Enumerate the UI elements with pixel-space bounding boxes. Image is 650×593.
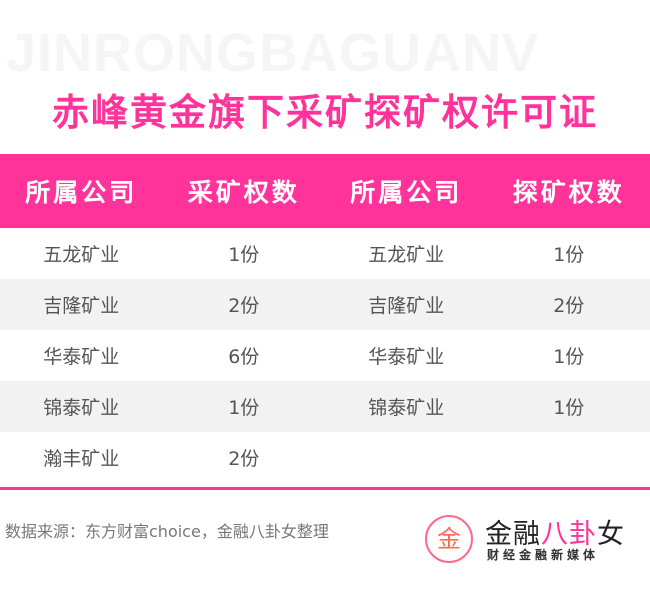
- table-cell: 1份: [487, 381, 650, 432]
- header-mining-count: 采矿权数: [162, 154, 325, 228]
- table-row: 华泰矿业 6份 华泰矿业 1份: [0, 330, 650, 381]
- table-cell: 锦泰矿业: [0, 381, 163, 432]
- table-cell: 2份: [228, 448, 260, 470]
- header-company-1: 所属公司: [0, 154, 163, 228]
- divider: [0, 487, 650, 490]
- table-row: 锦泰矿业 1份 锦泰矿业 1份: [0, 381, 650, 432]
- table-cell: 1份: [162, 381, 325, 432]
- table-cell: 锦泰矿业: [325, 381, 488, 432]
- logo-tagline: 财经金融新媒体: [487, 548, 600, 562]
- table-cell: 1份: [553, 346, 585, 368]
- table-cell: 1份: [228, 244, 260, 266]
- table-cell: 吉隆矿业: [325, 279, 488, 330]
- table-cell: 瀚丰矿业: [43, 448, 120, 470]
- table-cell: 2份: [487, 279, 650, 330]
- table-cell: 6份: [228, 346, 260, 368]
- page-title: 赤峰黄金旗下采矿探矿权许可证: [52, 91, 598, 134]
- table-cell: 1份: [553, 244, 585, 266]
- brand-logo: 金 金融八卦女 财经金融新媒体: [425, 512, 625, 563]
- table-cell: 2份: [162, 279, 325, 330]
- header-company-2: 所属公司: [325, 154, 488, 228]
- license-table: 所属公司 采矿权数 所属公司 探矿权数 五龙矿业 1份 五龙矿业 1份 吉隆矿业 2份 吉隆…: [0, 154, 650, 483]
- logo-name-c: 女: [597, 519, 625, 550]
- table-cell: [488, 432, 650, 483]
- watermark: JINRONGBAGUANV: [6, 23, 540, 83]
- table-cell: 五龙矿业: [368, 244, 445, 266]
- source-note: 数据来源：东方财富choice，金融八卦女整理: [5, 522, 329, 541]
- logo-mark-icon: 金: [425, 515, 473, 563]
- header-exploration-count: 探矿权数: [487, 154, 650, 228]
- table-row: 五龙矿业 1份 五龙矿业 1份: [0, 228, 650, 279]
- table-row: 吉隆矿业 2份 吉隆矿业 2份: [0, 279, 650, 330]
- table-cell: 吉隆矿业: [0, 279, 163, 330]
- table-header: 所属公司 采矿权数 所属公司 探矿权数: [0, 154, 650, 228]
- table-cell: 五龙矿业: [43, 244, 120, 266]
- table-cell: 华泰矿业: [43, 346, 120, 368]
- logo-name-b: 八卦: [541, 519, 597, 550]
- table-row: 瀚丰矿业 2份: [0, 432, 650, 483]
- table-cell: [325, 432, 488, 483]
- logo-name: 金融八卦女: [485, 512, 625, 551]
- table-cell: 华泰矿业: [368, 346, 445, 368]
- logo-name-a: 金融: [485, 519, 541, 550]
